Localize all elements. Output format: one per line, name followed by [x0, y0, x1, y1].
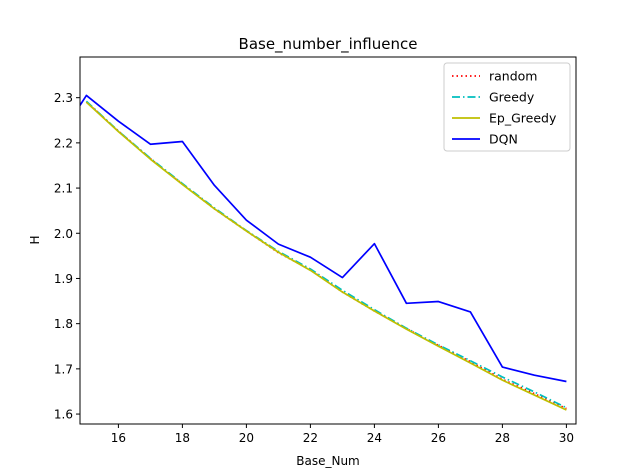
x-tick-label: 26: [431, 431, 446, 445]
legend-label: random: [489, 69, 537, 84]
x-tick-label: 24: [367, 431, 382, 445]
series-line-dqn: [80, 94, 567, 383]
y-tick-label: 1.6: [54, 408, 73, 422]
x-tick-label: 22: [303, 431, 318, 445]
x-tick-label: 16: [111, 431, 126, 445]
y-axis-label: H: [28, 235, 42, 244]
y-tick-label: 1.7: [54, 362, 73, 376]
y-tick-label: 1.9: [54, 272, 73, 286]
x-tick-label: 30: [559, 431, 574, 445]
y-tick-label: 1.8: [54, 317, 73, 331]
y-tick-label: 2.1: [54, 182, 73, 196]
x-axis-label: Base_Num: [296, 454, 360, 468]
x-tick-label: 18: [175, 431, 190, 445]
legend-label: Greedy: [489, 90, 535, 105]
legend-label: DQN: [489, 132, 518, 147]
y-tick-label: 2.3: [54, 91, 73, 105]
plot-frame: [79, 56, 577, 425]
x-tick-label: 28: [495, 431, 510, 445]
y-tick-label: 2.0: [54, 227, 73, 241]
chart-title: Base_number_influence: [239, 35, 418, 54]
legend-box: [443, 62, 571, 152]
legend-label: Ep_Greedy: [489, 111, 557, 126]
series-line-greedy: [85, 100, 567, 409]
x-tick-label: 20: [239, 431, 254, 445]
series-line-ep-greedy: [85, 101, 567, 411]
legend: random Greedy Ep_Greedy DQN: [443, 62, 571, 152]
y-tick-label: 2.2: [54, 136, 73, 150]
